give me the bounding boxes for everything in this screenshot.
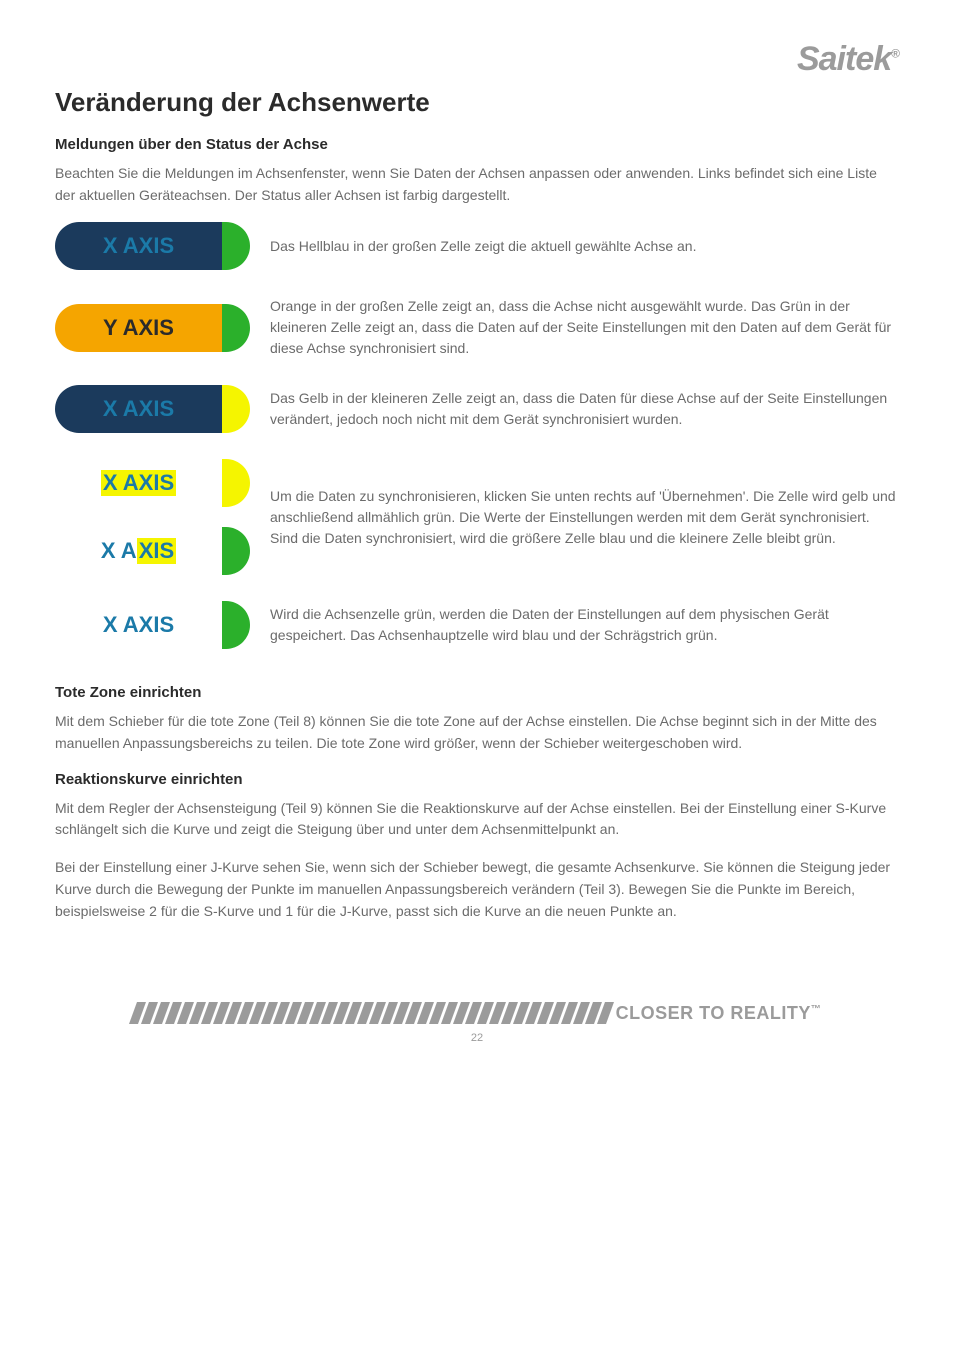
- page-number: 22: [55, 1032, 899, 1044]
- section2-heading: Tote Zone einrichten: [55, 684, 899, 701]
- axis-label: X AXIS: [103, 612, 174, 638]
- axis-pill-slash: [222, 304, 250, 352]
- section3-p2: Bei der Einstellung einer J-Kurve sehen …: [55, 857, 899, 922]
- axis-pill: X AXIS: [55, 385, 250, 433]
- axis-label-highlight: XIS: [137, 538, 176, 564]
- footer-tagline: CLOSER TO REALITY™: [616, 1003, 822, 1024]
- axis-pill-slash: [222, 601, 250, 649]
- footer-stripes-line: CLOSER TO REALITY™: [55, 1002, 899, 1024]
- status-row: Y AXIS Orange in der großen Zelle zeigt …: [55, 296, 899, 359]
- footer-stripes: [133, 1002, 610, 1024]
- tagline-text: CLOSER TO REALITY: [616, 1003, 811, 1023]
- brand-logo: Saitek®: [55, 40, 899, 79]
- status-desc: Wird die Achsenzelle grün, werden die Da…: [250, 604, 899, 646]
- axis-pill-main: X AXIS: [55, 385, 222, 433]
- section3-p1: Mit dem Regler der Achsensteigung (Teil …: [55, 798, 899, 841]
- axis-pill-pair: X AXIS X AXIS: [55, 459, 250, 575]
- status-list: X AXIS Das Hellblau in der großen Zelle …: [55, 222, 899, 649]
- section2-text: Mit dem Schieber für die tote Zone (Teil…: [55, 711, 899, 754]
- axis-pill-main: Y AXIS: [55, 304, 222, 352]
- status-desc: Um die Daten zu synchronisieren, klicken…: [250, 486, 899, 549]
- logo-registered: ®: [891, 47, 899, 61]
- section3-heading: Reaktionskurve einrichten: [55, 771, 899, 788]
- page-title: Veränderung der Achsenwerte: [55, 87, 899, 118]
- axis-pill-slash: [222, 222, 250, 270]
- axis-pill-main: X AXIS: [55, 459, 222, 507]
- axis-pill: Y AXIS: [55, 304, 250, 352]
- section1-intro: Beachten Sie die Meldungen im Achsenfens…: [55, 163, 899, 206]
- axis-pill-slash: [222, 385, 250, 433]
- logo-text: Saitek: [797, 40, 891, 78]
- axis-pill-slash: [222, 459, 250, 507]
- axis-pill-slash: [222, 527, 250, 575]
- page-footer: CLOSER TO REALITY™ 22: [55, 1002, 899, 1044]
- axis-pill-main: X AXIS: [55, 222, 222, 270]
- axis-pill-main: X AXIS: [55, 601, 222, 649]
- axis-pill: X AXIS: [55, 527, 250, 575]
- status-row: X AXIS Wird die Achsenzelle grün, werden…: [55, 601, 899, 649]
- tagline-tm: ™: [811, 1004, 822, 1015]
- axis-label-prefix: X A: [101, 538, 137, 564]
- axis-pill: X AXIS: [55, 459, 250, 507]
- axis-label: Y AXIS: [103, 315, 174, 341]
- axis-label: X AXIS: [103, 396, 174, 422]
- axis-label: X AXIS: [103, 233, 174, 259]
- status-desc: Das Hellblau in der großen Zelle zeigt d…: [250, 236, 899, 257]
- axis-pill: X AXIS: [55, 222, 250, 270]
- status-row: X AXIS Das Hellblau in der großen Zelle …: [55, 222, 899, 270]
- section-reaction-curve: Reaktionskurve einrichten Mit dem Regler…: [55, 771, 899, 922]
- status-row-pair: X AXIS X AXIS Um die Daten zu synchronis…: [55, 459, 899, 575]
- status-desc: Das Gelb in der kleineren Zelle zeigt an…: [250, 388, 899, 430]
- axis-pill-main: X AXIS: [55, 527, 222, 575]
- axis-pill: X AXIS: [55, 601, 250, 649]
- section-deadzone: Tote Zone einrichten Mit dem Schieber fü…: [55, 684, 899, 754]
- status-desc: Orange in der großen Zelle zeigt an, das…: [250, 296, 899, 359]
- section1-heading: Meldungen über den Status der Achse: [55, 136, 899, 153]
- axis-label-highlight: X AXIS: [101, 470, 176, 496]
- status-row: X AXIS Das Gelb in der kleineren Zelle z…: [55, 385, 899, 433]
